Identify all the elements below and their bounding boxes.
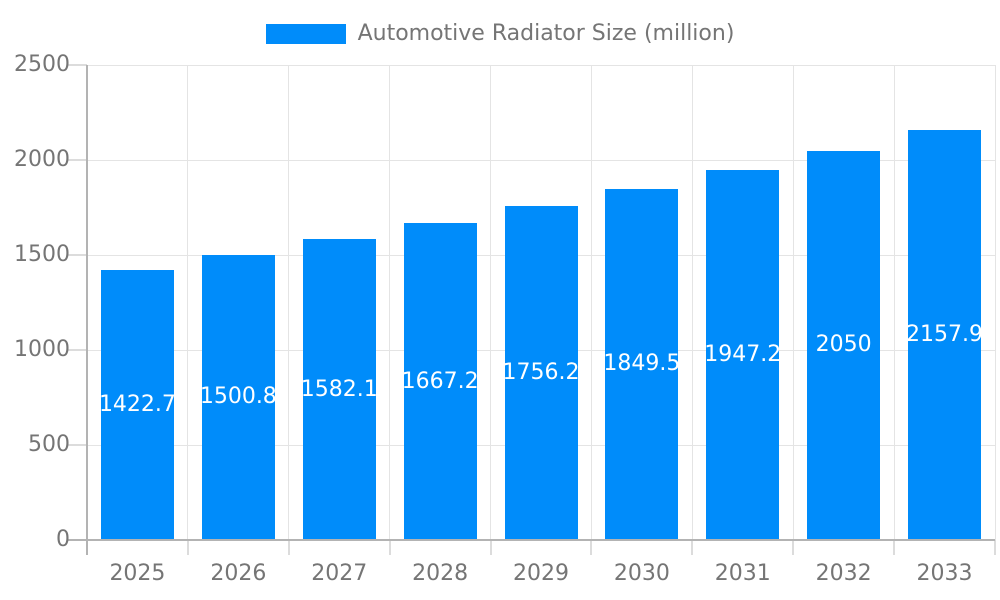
gridline-vertical [490, 65, 492, 540]
gridline-vertical [893, 65, 895, 540]
y-axis-label: 2500 [14, 52, 70, 77]
x-axis-tick [287, 540, 290, 555]
bar-value-label: 2157.9 [906, 321, 984, 347]
bar-value-label: 1756.2 [502, 360, 580, 386]
gridline-vertical [792, 65, 794, 540]
x-axis-tick [388, 540, 391, 555]
y-axis-label: 1500 [14, 242, 70, 267]
y-axis-label: 500 [28, 432, 70, 457]
gridline-vertical [994, 65, 996, 540]
bar-value-label: 1947.2 [704, 342, 782, 368]
x-axis-tick [691, 540, 694, 555]
bar-2025[interactable] [100, 269, 174, 540]
gridline-vertical [288, 65, 290, 540]
gridline-vertical [187, 65, 189, 540]
x-axis-tick [792, 540, 795, 555]
x-axis-tick [590, 540, 593, 555]
bar-value-label: 1500.8 [199, 384, 277, 410]
x-axis-label: 2026 [210, 561, 267, 586]
bar-2033[interactable] [908, 129, 982, 540]
y-axis-line [86, 65, 88, 555]
x-axis-label: 2032 [815, 561, 872, 586]
x-axis-line [68, 539, 995, 541]
y-axis-tick [68, 64, 87, 66]
legend-swatch-icon [265, 24, 346, 44]
y-axis-label: 0 [56, 527, 70, 552]
gridline-vertical [389, 65, 391, 540]
bar-2032[interactable] [807, 150, 881, 540]
bar-2028[interactable] [403, 223, 477, 540]
x-axis-tick [893, 540, 896, 555]
bar-2027[interactable] [302, 239, 376, 540]
x-axis-tick [186, 540, 189, 555]
y-axis-tick [68, 159, 87, 161]
legend[interactable]: Automotive Radiator Size (million) [0, 21, 1000, 47]
bar-value-label: 1849.5 [603, 351, 681, 377]
y-axis-tick [68, 349, 87, 351]
bar-value-label: 1422.7 [98, 391, 176, 417]
gridline-vertical [590, 65, 592, 540]
x-axis-label: 2031 [714, 561, 771, 586]
bar-value-label: 2050 [815, 332, 872, 358]
bar-2029[interactable] [504, 206, 578, 540]
bar-2026[interactable] [201, 254, 275, 540]
x-axis-tick [994, 540, 996, 555]
y-axis-label: 1000 [14, 337, 70, 362]
bar-value-label: 1582.1 [300, 376, 378, 402]
x-axis-label: 2029 [513, 561, 569, 586]
y-axis-tick [68, 444, 87, 446]
legend-label: Automotive Radiator Size (million) [357, 21, 735, 46]
bar-value-label: 1667.2 [401, 368, 479, 394]
y-axis-label: 2000 [14, 147, 70, 172]
bar-2031[interactable] [706, 170, 780, 540]
gridline-vertical [691, 65, 693, 540]
x-axis-label: 2030 [613, 561, 670, 586]
x-axis-tick [489, 540, 492, 555]
x-axis-label: 2027 [311, 561, 368, 586]
gridline-horizontal [87, 159, 995, 161]
gridline-horizontal [87, 64, 995, 66]
bar-2030[interactable] [605, 188, 679, 540]
x-axis-label: 2033 [916, 561, 973, 586]
x-axis-label: 2025 [109, 561, 166, 586]
x-axis-label: 2028 [412, 561, 469, 586]
y-axis-tick [68, 254, 87, 256]
